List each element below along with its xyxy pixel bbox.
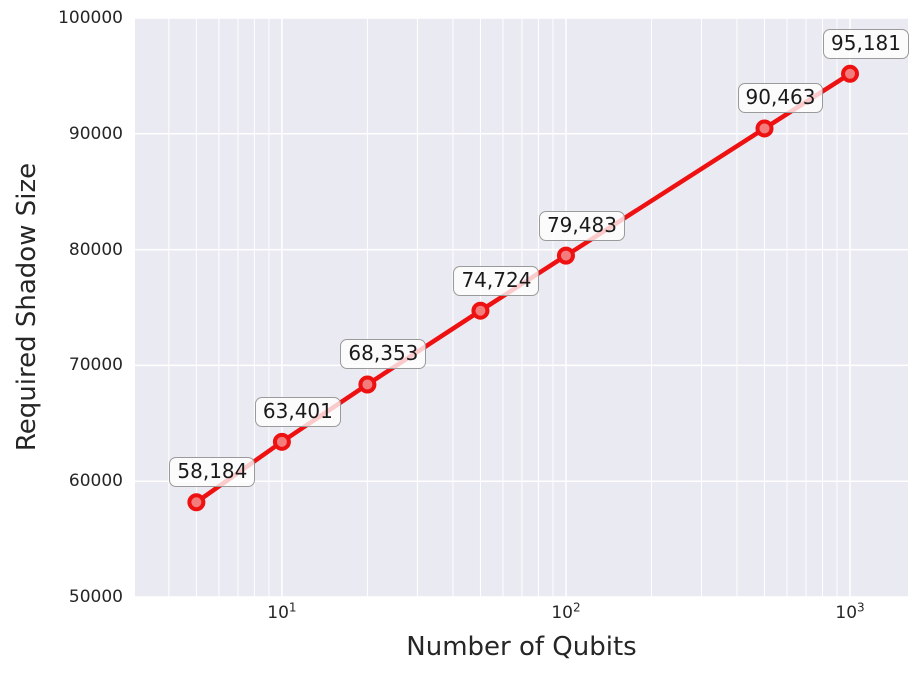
point-annotation: 63,401 <box>254 396 341 427</box>
x-tick-label: 103 <box>835 600 865 623</box>
point-annotation: 68,353 <box>340 339 427 370</box>
point-annotation: 74,724 <box>453 265 540 296</box>
point-annotation: 79,483 <box>538 210 625 241</box>
data-point-marker <box>556 246 575 265</box>
y-tick-label: 70000 <box>68 355 123 376</box>
y-tick-label: 80000 <box>68 239 123 260</box>
data-point-marker <box>187 493 206 512</box>
point-annotation: 58,184 <box>169 457 256 488</box>
y-tick-label: 60000 <box>68 471 123 492</box>
data-point-marker <box>471 301 490 320</box>
y-tick-label: 90000 <box>68 123 123 144</box>
x-axis-label: Number of Qubits <box>406 632 637 662</box>
data-point-marker <box>358 375 377 394</box>
point-annotation: 95,181 <box>823 28 910 59</box>
data-point-marker <box>755 119 774 138</box>
data-point-marker <box>841 64 860 83</box>
point-annotation: 90,463 <box>737 83 824 114</box>
y-axis-label: Required Shadow Size <box>12 162 42 452</box>
y-tick-label: 50000 <box>68 587 123 607</box>
x-tick-label: 101 <box>267 600 297 623</box>
y-tick-label: 100000 <box>58 8 123 28</box>
x-tick-label: 102 <box>551 600 581 623</box>
data-point-marker <box>272 432 291 451</box>
